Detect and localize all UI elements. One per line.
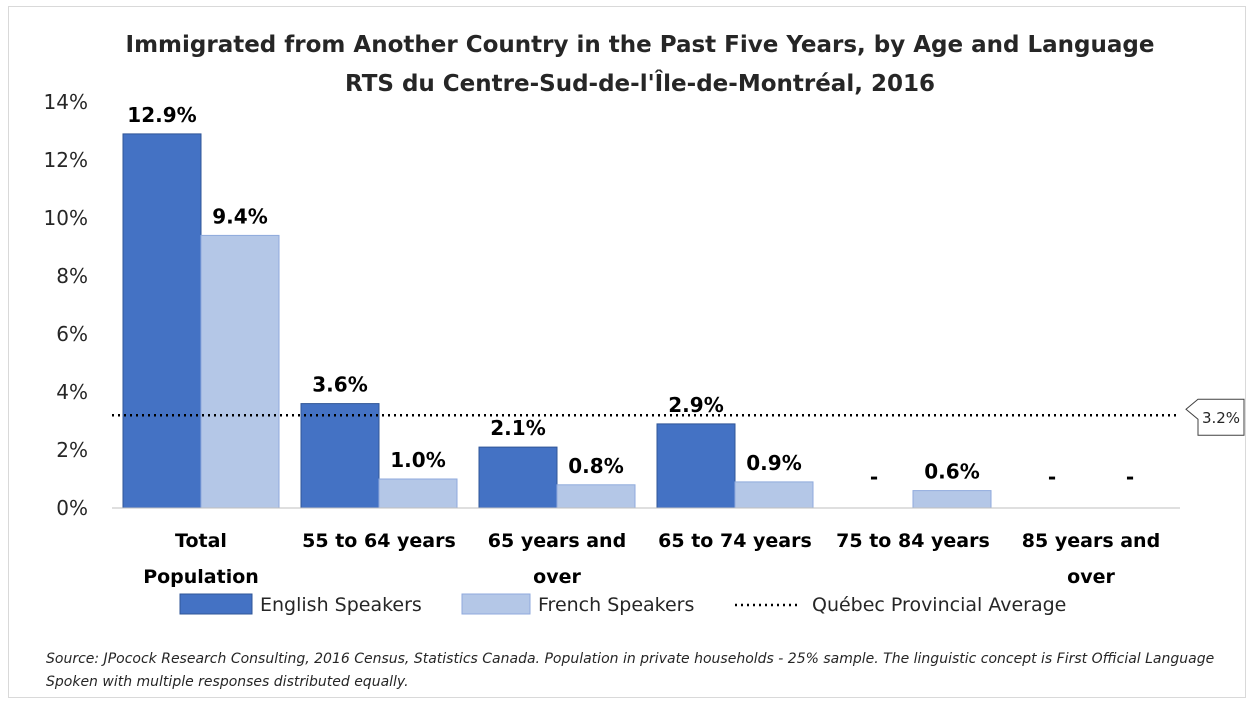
- x-tick-label: 75 to 84 years: [836, 530, 990, 552]
- data-label: -: [870, 465, 878, 489]
- data-label: 0.6%: [924, 460, 979, 484]
- data-label: 1.0%: [390, 448, 445, 472]
- bar-french: [200, 234, 280, 509]
- x-tick-label: over: [533, 566, 581, 588]
- bar-french: [734, 481, 814, 509]
- chart-title: Immigrated from Another Country in the P…: [126, 32, 1155, 58]
- legend-label-french: French Speakers: [538, 594, 694, 616]
- bar-french: [378, 478, 458, 509]
- data-label: 0.8%: [568, 454, 623, 478]
- data-label: -: [1048, 465, 1056, 489]
- legend-swatch-french: [461, 593, 531, 615]
- data-label: 9.4%: [212, 204, 267, 228]
- data-label: -: [1126, 465, 1134, 489]
- y-tick-label: 14%: [44, 90, 88, 114]
- x-tick-label: 65 years and: [488, 530, 626, 552]
- source-note: Source: JPocock Research Consulting, 201…: [46, 651, 1215, 690]
- x-tick-label: 85 years and: [1022, 530, 1160, 552]
- legend-swatch-english: [179, 593, 253, 615]
- y-tick-label: 10%: [44, 206, 88, 230]
- chart-subtitle: RTS du Centre-Sud-de-l'Île-de-Montréal, …: [345, 69, 935, 97]
- bar-french: [912, 490, 992, 509]
- data-label: 0.9%: [746, 451, 801, 475]
- x-tick-label: Population: [143, 566, 259, 588]
- bar-english: [122, 133, 202, 509]
- data-label: 12.9%: [127, 103, 196, 127]
- x-tick-label: 65 to 74 years: [658, 530, 812, 552]
- y-tick-label: 12%: [44, 148, 88, 172]
- y-tick-label: 2%: [56, 438, 88, 462]
- bar-english: [478, 446, 558, 509]
- data-label: 3.6%: [312, 373, 367, 397]
- reference-callout-box: [1185, 398, 1245, 436]
- data-label: 2.1%: [490, 416, 545, 440]
- data-label: 2.9%: [668, 393, 723, 417]
- y-tick-label: 6%: [56, 322, 88, 346]
- y-tick-label: 0%: [56, 496, 88, 520]
- x-tick-label: Total: [175, 530, 227, 552]
- legend-label-reference: Québec Provincial Average: [812, 594, 1066, 616]
- bar-french: [556, 484, 636, 509]
- x-tick-label: 55 to 64 years: [302, 530, 456, 552]
- reference-callout-label: 3.2%: [1202, 409, 1240, 427]
- bar-english: [300, 403, 380, 509]
- legend-label-english: English Speakers: [260, 594, 422, 616]
- x-tick-label: over: [1067, 566, 1115, 588]
- y-tick-label: 4%: [56, 380, 88, 404]
- bar-english: [656, 423, 736, 509]
- y-tick-label: 8%: [56, 264, 88, 288]
